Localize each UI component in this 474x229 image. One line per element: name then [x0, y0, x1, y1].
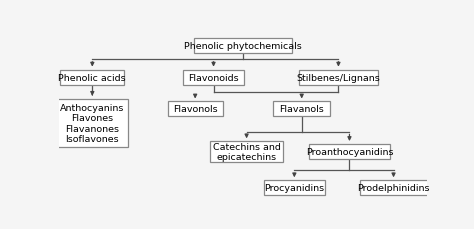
- FancyBboxPatch shape: [210, 142, 283, 162]
- Text: Anthocyanins
Flavones
Flavanones
Isoflavones: Anthocyanins Flavones Flavanones Isoflav…: [60, 104, 125, 144]
- FancyBboxPatch shape: [56, 99, 128, 148]
- Text: Stilbenes/Lignans: Stilbenes/Lignans: [297, 73, 380, 82]
- Text: Procyanidins: Procyanidins: [264, 183, 324, 192]
- Text: Flavonols: Flavonols: [173, 105, 218, 114]
- FancyBboxPatch shape: [360, 180, 428, 195]
- Text: Phenolic acids: Phenolic acids: [58, 73, 126, 82]
- FancyBboxPatch shape: [194, 38, 292, 54]
- Text: Prodelphinidins: Prodelphinidins: [357, 183, 430, 192]
- Text: Flavonoids: Flavonoids: [188, 73, 239, 82]
- FancyBboxPatch shape: [60, 70, 125, 85]
- FancyBboxPatch shape: [183, 70, 244, 85]
- Text: Catechins and
epicatechins: Catechins and epicatechins: [213, 142, 281, 161]
- Text: Proanthocyanidins: Proanthocyanidins: [306, 147, 393, 156]
- FancyBboxPatch shape: [309, 144, 390, 159]
- Text: Phenolic phytochemicals: Phenolic phytochemicals: [184, 41, 302, 50]
- FancyBboxPatch shape: [299, 70, 378, 85]
- FancyBboxPatch shape: [168, 102, 223, 117]
- Text: Flavanols: Flavanols: [279, 105, 324, 114]
- FancyBboxPatch shape: [264, 180, 325, 195]
- FancyBboxPatch shape: [273, 102, 330, 117]
